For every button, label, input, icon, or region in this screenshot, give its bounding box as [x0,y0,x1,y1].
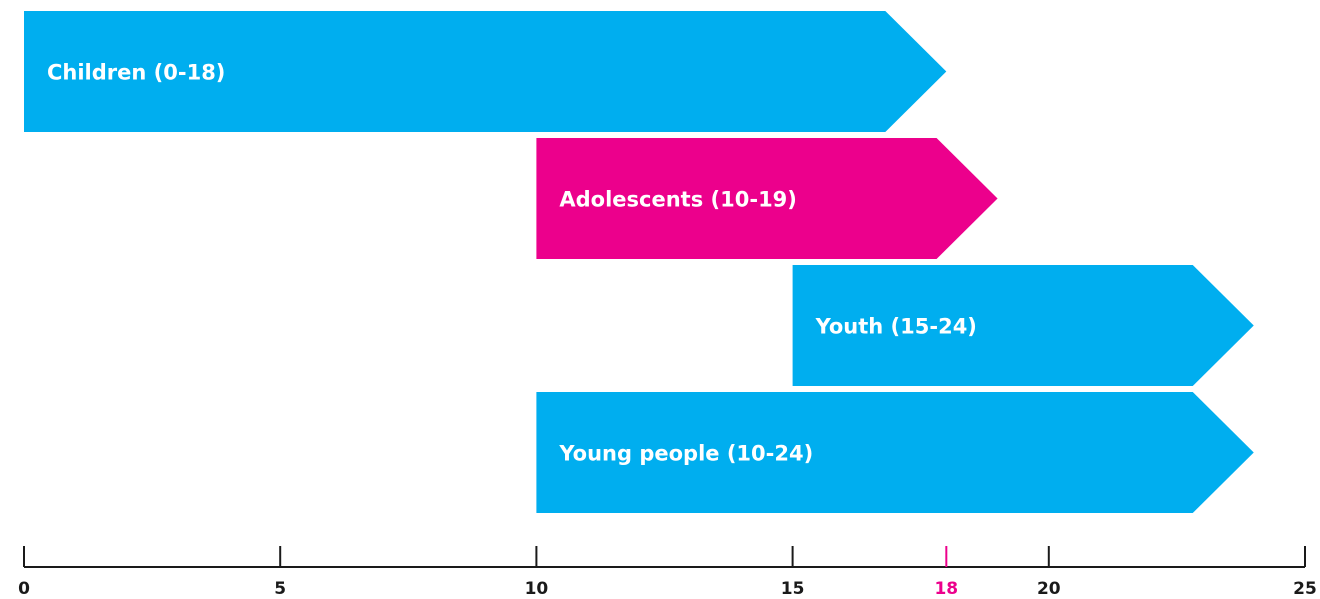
range-bar: Youth (15-24) [792,265,1254,386]
highlight-tick-label: 18 [934,579,958,599]
x-axis-tick-label: 15 [781,579,805,599]
range-bar-shape [792,265,1254,386]
range-bar: Adolescents (10-19) [536,138,998,259]
x-axis-tick-label: 10 [525,579,549,599]
x-axis-tick-label: 0 [18,579,30,599]
range-bar-label: Youth (15-24) [815,315,977,339]
x-axis-tick-label: 25 [1293,579,1317,599]
range-bar-shape [24,11,947,132]
range-bar: Young people (10-24) [536,392,1254,513]
x-axis-tick-label: 5 [274,579,286,599]
range-bar: Children (0-18) [24,11,947,132]
range-bar-shape [536,392,1254,513]
range-bar-label: Young people (10-24) [558,442,813,466]
range-bars: Children (0-18) Adolescents (10-19) Youth … [24,11,1254,513]
x-axis-tick-label: 20 [1037,579,1061,599]
range-bar-label: Children (0-18) [47,61,225,85]
x-axis: 0 5 10 15 18 20 25 [18,546,1317,599]
range-bar-shape [536,138,998,259]
range-bar-label: Adolescents (10-19) [559,188,797,212]
